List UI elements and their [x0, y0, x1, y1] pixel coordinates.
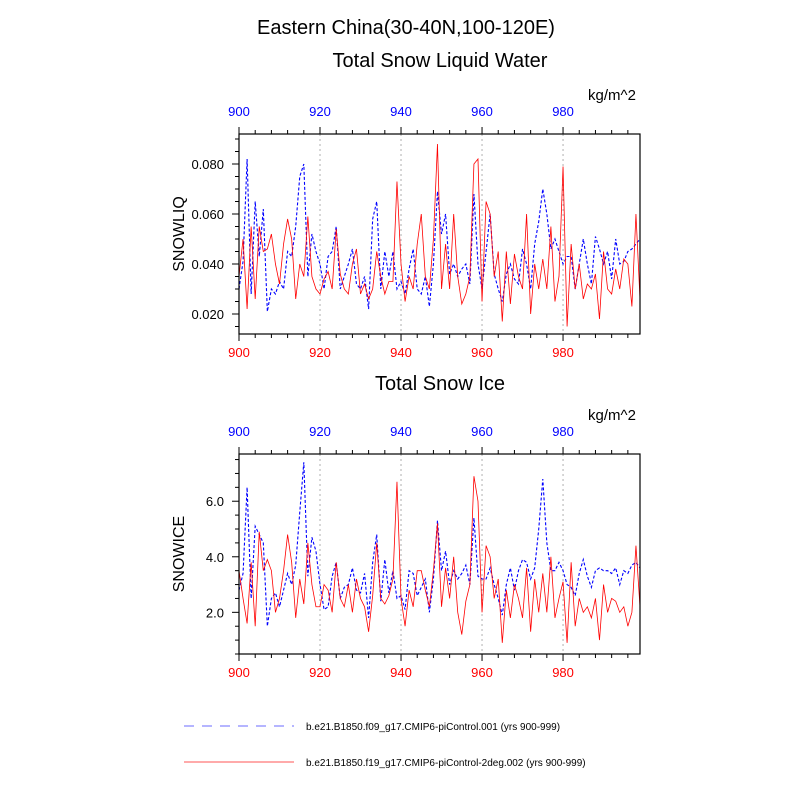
x-tick-label-top: 980: [552, 104, 574, 119]
y-tick-label: 2.0: [206, 605, 224, 620]
y-tick-label: 0.040: [191, 257, 224, 272]
plot-frame: [238, 453, 641, 655]
panel-title: Total Snow Ice: [375, 373, 505, 395]
x-tick-label-top: 920: [309, 424, 331, 439]
x-tick-label-top: 940: [390, 104, 412, 119]
legend: b.e21.B1850.f09_g17.CMIP6-piControl.001 …: [184, 722, 586, 769]
x-tick-label-top: 960: [471, 424, 493, 439]
x-tick-label-top: 980: [552, 424, 574, 439]
x-tick-label-top: 960: [471, 104, 493, 119]
x-tick-label-top: 900: [228, 104, 250, 119]
y-tick-label: 0.080: [191, 157, 224, 172]
y-tick-label: 0.060: [191, 207, 224, 222]
y-axis-label: SNOWLIQ: [171, 196, 188, 272]
chart-panel-2: Total Snow Ice kg/m^2 900 900 920 920 940 940 96…: [171, 373, 641, 680]
legend-label-1: b.e21.B1850.f09_g17.CMIP6-piControl.001 …: [306, 722, 560, 733]
x-tick-label-bottom: 960: [471, 345, 493, 360]
legend-label-2: b.e21.B1850.f19_g17.CMIP6-piControl-2deg…: [306, 758, 586, 769]
x-tick-label-top: 940: [390, 424, 412, 439]
x-tick-label-bottom: 920: [309, 665, 331, 680]
y-axis-label: SNOWICE: [171, 516, 188, 592]
y-tick-label: 6.0: [206, 494, 224, 509]
x-tick-label-bottom: 900: [228, 665, 250, 680]
units-label: kg/m^2: [588, 87, 636, 104]
y-tick-label: 0.020: [191, 307, 224, 322]
x-tick-label-top: 920: [309, 104, 331, 119]
x-tick-label-bottom: 940: [390, 345, 412, 360]
figure-title: Eastern China(30-40N,100-120E): [257, 17, 555, 39]
x-tick-label-top: 900: [228, 424, 250, 439]
series-line-2: [238, 476, 641, 643]
units-label: kg/m^2: [588, 407, 636, 424]
series-line-2: [238, 143, 641, 327]
panel-title: Total Snow Liquid Water: [333, 50, 548, 72]
x-tick-label-bottom: 900: [228, 345, 250, 360]
y-tick-label: 4.0: [206, 550, 224, 565]
x-tick-label-bottom: 960: [471, 665, 493, 680]
x-tick-label-bottom: 980: [552, 665, 574, 680]
plot-frame: [238, 133, 641, 335]
x-tick-label-bottom: 940: [390, 665, 412, 680]
chart-panel-1: Total Snow Liquid Water kg/m^2 900 900 920 92…: [171, 50, 641, 360]
x-tick-label-bottom: 980: [552, 345, 574, 360]
x-tick-label-bottom: 920: [309, 345, 331, 360]
series-line-1: [238, 158, 641, 312]
